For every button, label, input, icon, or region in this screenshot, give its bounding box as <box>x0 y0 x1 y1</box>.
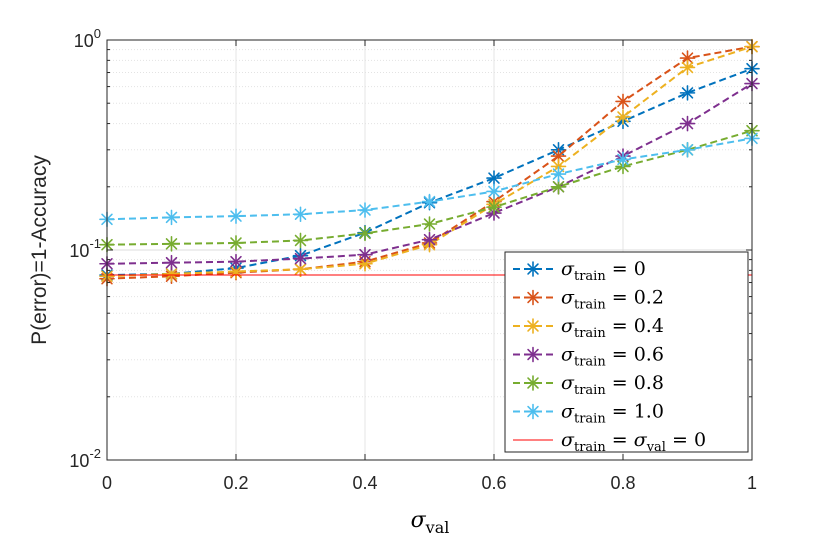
x-tick-label: 1 <box>747 473 757 493</box>
data-point-marker <box>228 253 244 270</box>
data-point-marker <box>679 85 696 101</box>
data-point-marker <box>486 199 502 215</box>
legend-item: σtrain = 1.0 <box>513 401 664 427</box>
data-point-marker <box>525 403 541 420</box>
data-point-marker <box>421 216 438 232</box>
y-axis-label: P(error)=1-Accuracy <box>28 155 51 345</box>
x-tick-labels: 0 0.2 0.4 0.6 0.8 1 <box>102 473 757 493</box>
data-point-marker <box>679 115 696 132</box>
x-tick-label: 0 <box>102 473 112 493</box>
x-tick-label: 0.8 <box>610 473 635 493</box>
data-point-marker <box>421 193 438 210</box>
tick-marks <box>106 39 753 461</box>
data-point-marker <box>615 151 631 168</box>
data-point-marker <box>357 255 373 272</box>
data-point-marker <box>679 50 696 66</box>
x-tick-label: 0.6 <box>481 473 506 493</box>
y-tick-label: 100 <box>74 26 101 51</box>
legend-box <box>504 251 749 453</box>
legend-label: σtrain = σval = 0 <box>561 429 706 455</box>
x-tick-label: 0.2 <box>223 473 248 493</box>
legend-label: σtrain = 0.2 <box>561 287 664 313</box>
y-tick-base: 10 <box>74 31 94 51</box>
data-point-marker <box>163 254 180 271</box>
y-tick-exponent: 0 <box>94 26 101 41</box>
data-point-marker <box>525 375 541 391</box>
y-tick-exponent: -2 <box>89 446 101 461</box>
legend-item: σtrain = 0.2 <box>513 287 664 313</box>
data-point-marker <box>679 142 696 158</box>
y-tick-base: 10 <box>69 241 89 261</box>
legend-label: σtrain = 0.8 <box>561 372 664 398</box>
x-axis-label-symbol: σ <box>411 508 427 533</box>
data-point-marker <box>228 208 244 224</box>
y-tick-base: 10 <box>69 451 89 471</box>
x-axis-label: σval <box>411 508 450 533</box>
legend-item: σtrain = 0.8 <box>513 372 664 398</box>
data-point-marker <box>550 178 567 195</box>
data-point-marker <box>163 209 180 226</box>
data-point-marker <box>228 235 244 251</box>
data-point-marker <box>486 170 502 186</box>
data-point-marker <box>292 232 309 249</box>
data-point-marker <box>163 236 180 252</box>
legend-item: σtrain = σval = 0 <box>513 429 706 455</box>
legend-label: σtrain = 0.4 <box>561 315 664 341</box>
data-point-marker <box>525 318 541 334</box>
data-point-marker <box>615 109 631 125</box>
legend-item: σtrain = 0.6 <box>513 344 664 370</box>
data-point-marker <box>486 183 502 200</box>
data-point-marker <box>357 225 373 242</box>
legend-item: σtrain = 0.4 <box>513 315 664 341</box>
data-point-marker <box>292 250 309 267</box>
data-point-marker <box>550 166 567 182</box>
data-point-marker <box>525 261 541 277</box>
data-point-marker <box>421 231 438 248</box>
y-tick-label: 10-2 <box>69 446 101 471</box>
data-point-marker <box>357 202 373 218</box>
y-tick-exponent: -1 <box>89 236 101 251</box>
data-point-marker <box>525 346 541 363</box>
legend-item: σtrain = 0 <box>513 258 646 284</box>
x-tick-label: 0.4 <box>352 473 377 493</box>
data-point-marker <box>292 206 309 223</box>
data-point-marker <box>525 289 541 306</box>
legend-label: σtrain = 0.6 <box>561 344 664 370</box>
data-point-marker <box>615 93 631 110</box>
y-tick-label: 10-1 <box>69 236 101 261</box>
legend-label: σtrain = 1.0 <box>561 401 664 427</box>
x-axis-label-subscript: val <box>425 518 450 533</box>
data-point-marker <box>357 246 373 263</box>
legend-label: σtrain = 0 <box>561 258 646 284</box>
data-point-marker <box>679 59 696 76</box>
